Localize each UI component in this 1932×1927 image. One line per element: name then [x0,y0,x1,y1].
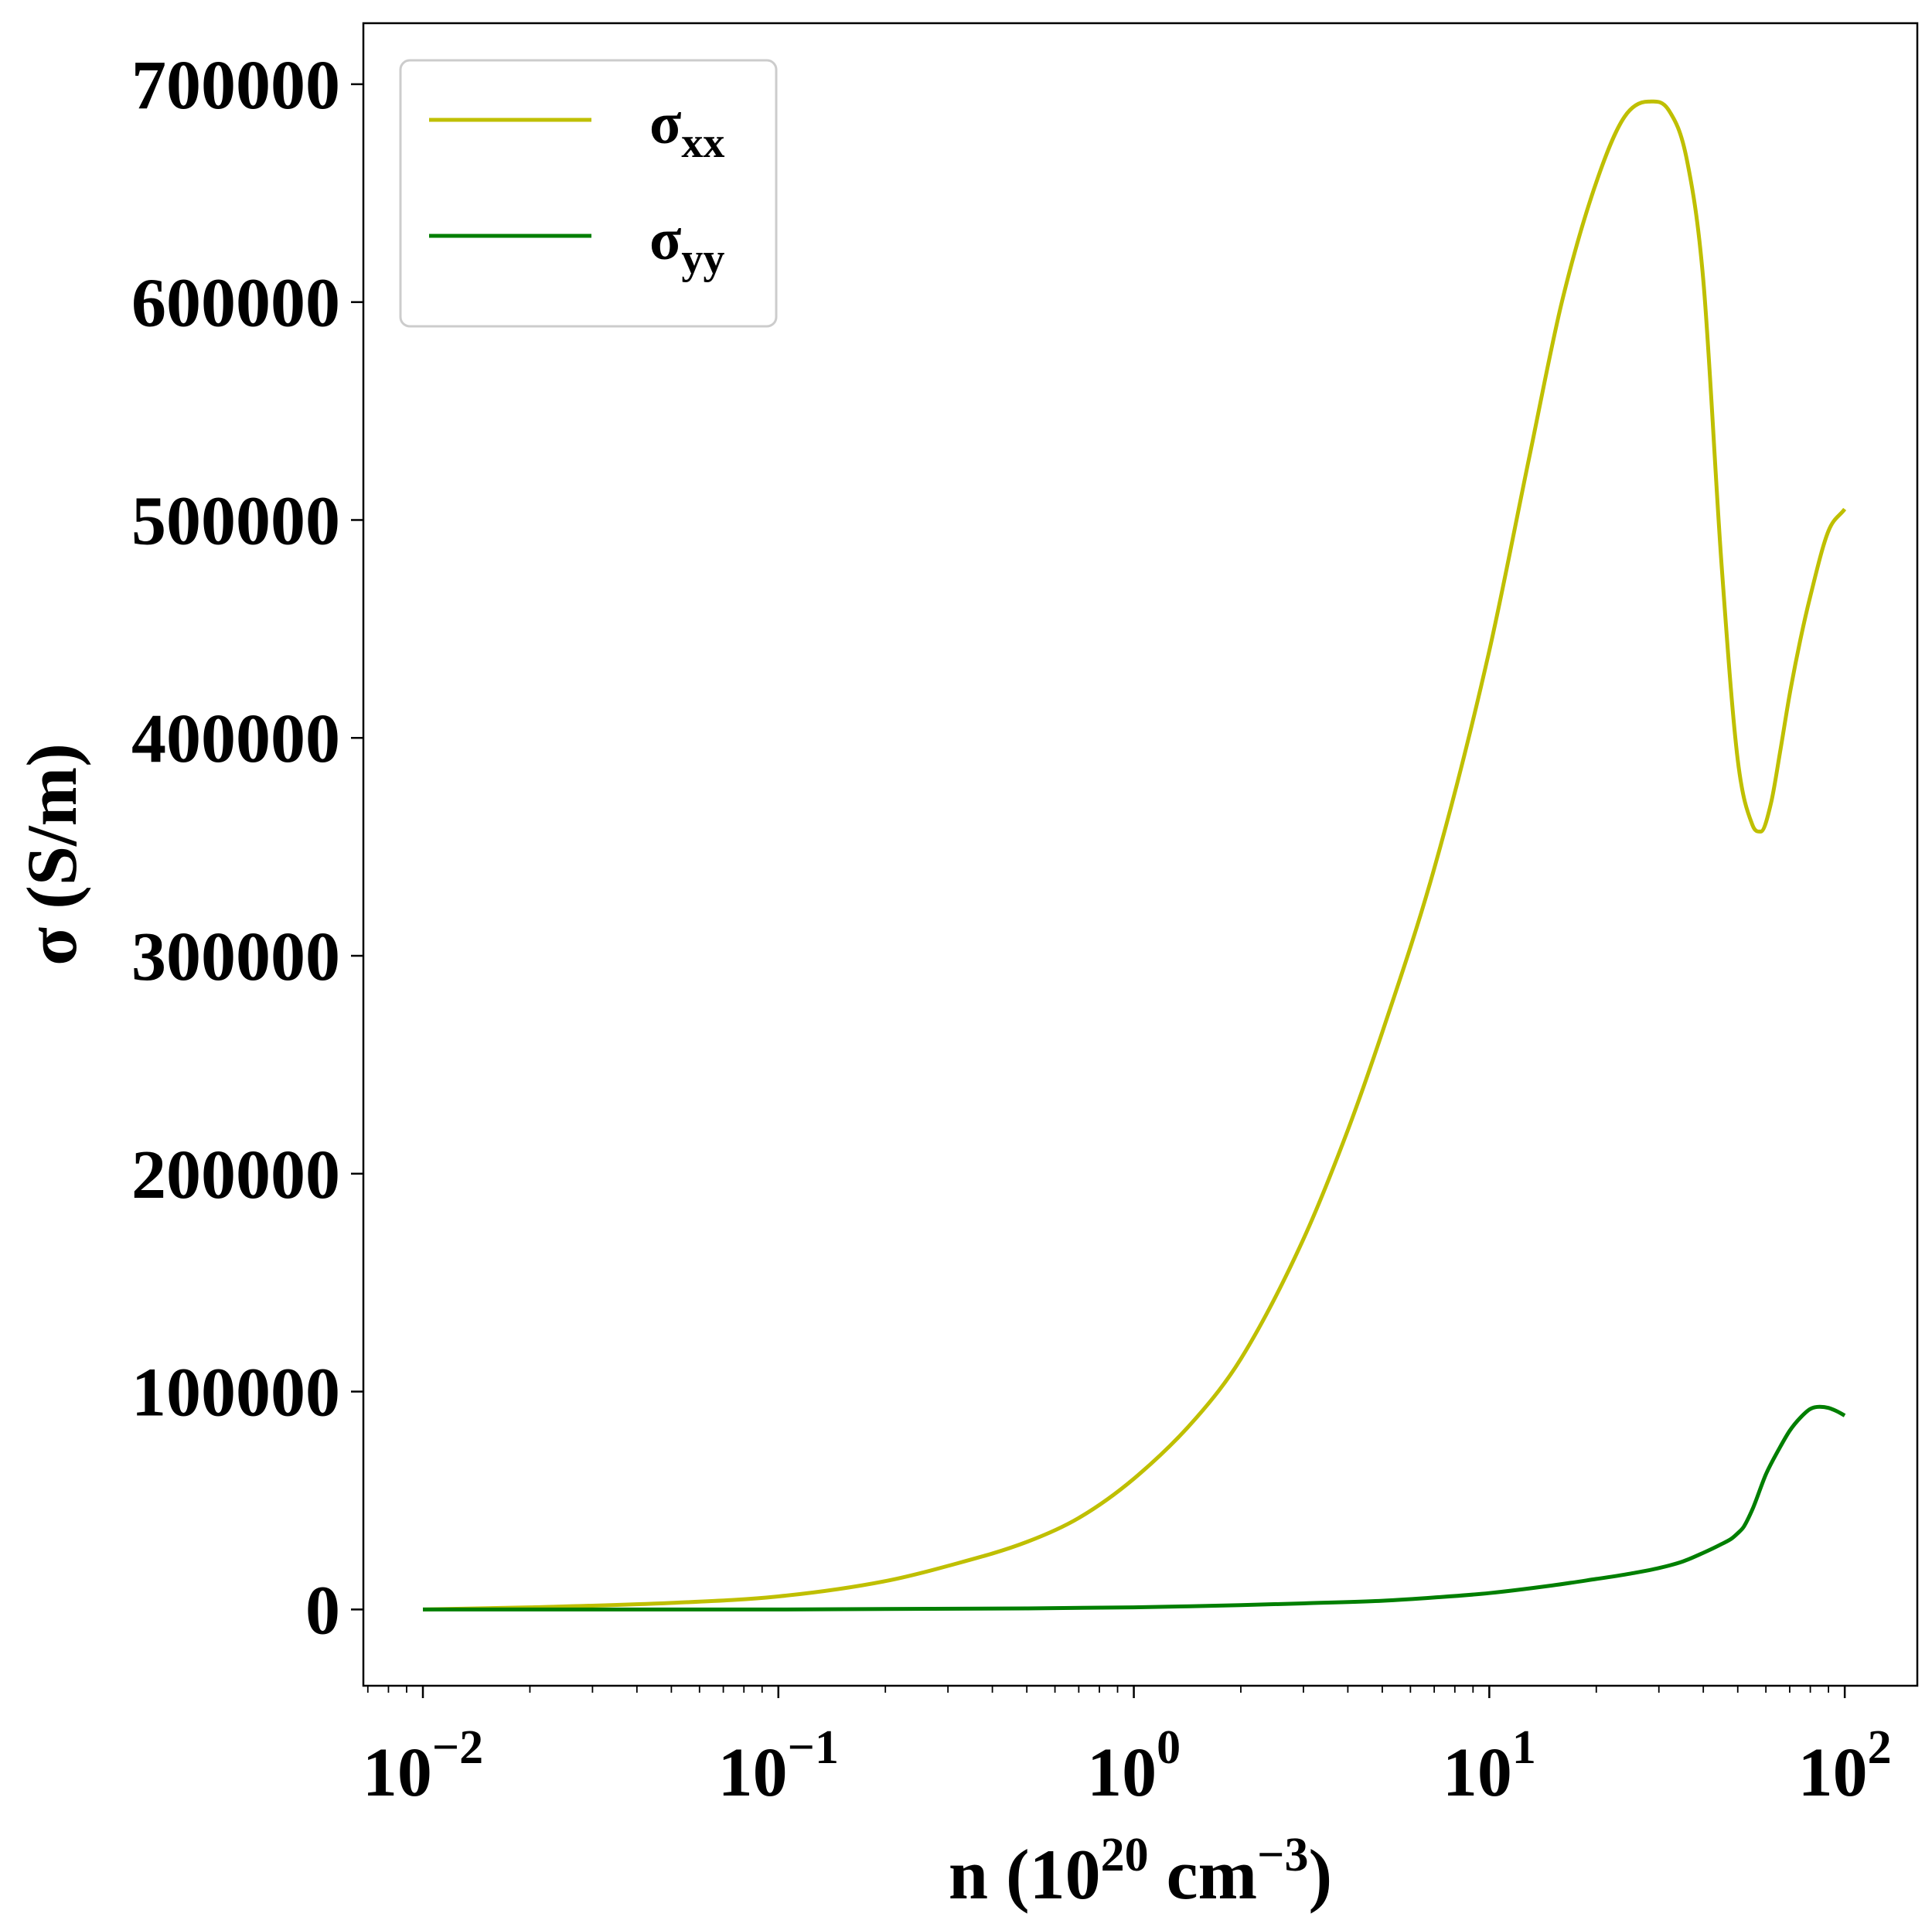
y-tick-label: 300000 [131,919,340,995]
legend: σxx σyy [399,59,778,328]
y-tick-label: 100000 [131,1355,340,1431]
y-tick-label: 200000 [131,1137,340,1213]
legend-frame [399,59,778,328]
legend-subscript-xx: xx [681,119,724,167]
legend-subscript-yy: yy [681,235,724,283]
x-axis-title-mid: cm [1149,1835,1257,1914]
x-axis-title: n (1020 cm−3) [949,1829,1332,1914]
legend-label-xx: σxx [649,91,724,167]
x-axis-title-sup2: −3 [1257,1829,1308,1881]
y-axis: 0 100000 200000 300000 400000 500000 600000 700… [131,47,363,1649]
y-tick-label: 600000 [131,265,340,342]
series-line-xx [422,99,1847,1612]
series-layer [422,99,1847,1612]
y-tick-label: 400000 [131,701,340,777]
y-tick-label: 700000 [131,47,340,124]
plot-frame [362,22,1919,1687]
x-axis-title-end: ) [1309,1835,1333,1914]
legend-symbol-xx: σ [649,91,681,156]
legend-symbol-yy: σ [649,207,681,272]
y-axis-title: σ (S/m) [12,743,91,966]
legend-label-yy: σyy [649,207,724,283]
x-tick-label: 100 [1087,1721,1181,1811]
y-tick-label: 0 [305,1572,340,1649]
x-tick-label: 102 [1798,1721,1892,1811]
y-tick-label: 500000 [131,483,340,559]
x-axis-title-base: n (10 [949,1835,1101,1914]
x-axis: 10−2 10−1 100 101 102 [363,1686,1892,1811]
x-tick-label: 10−2 [363,1721,483,1811]
x-axis-title-sup1: 20 [1101,1829,1149,1881]
x-tick-label: 10−1 [718,1721,839,1811]
x-tick-label: 101 [1443,1721,1536,1811]
series-line-yy [423,1404,1846,1612]
